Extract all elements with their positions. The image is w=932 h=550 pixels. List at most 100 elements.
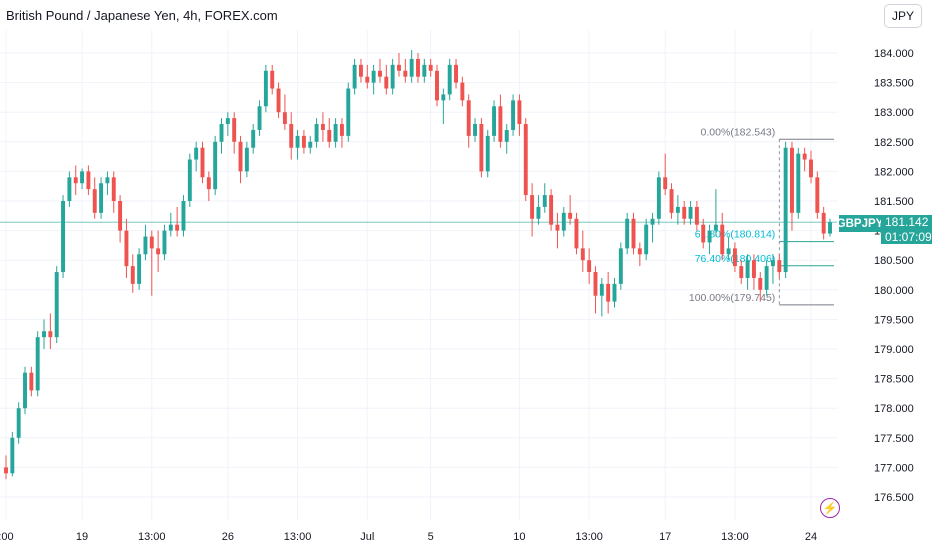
candle-body bbox=[447, 64, 452, 95]
candle-body bbox=[422, 64, 427, 77]
candle-body bbox=[61, 201, 66, 273]
x-tick-label: :00 bbox=[0, 531, 14, 543]
candle-body bbox=[435, 70, 439, 101]
price-axis[interactable]: 176.500 177.000 177.500 178.000 178.500 179.0… bbox=[874, 48, 914, 504]
fib-level-label: 61.80%(180.814) bbox=[695, 229, 776, 241]
candle-body bbox=[54, 272, 59, 338]
candle-body bbox=[726, 248, 731, 255]
candle-body bbox=[587, 260, 592, 273]
candle-body bbox=[612, 283, 617, 302]
candle-body bbox=[105, 177, 110, 184]
grid-lines bbox=[0, 30, 838, 520]
candle-body bbox=[118, 201, 123, 231]
candle-body bbox=[568, 212, 573, 219]
candle-body bbox=[764, 266, 769, 290]
candle-body bbox=[4, 467, 8, 474]
candle-body bbox=[80, 171, 85, 184]
candle-body bbox=[282, 112, 287, 125]
candle-body bbox=[720, 224, 725, 255]
y-tick-label: 182.500 bbox=[874, 137, 914, 149]
candle-body bbox=[479, 124, 484, 172]
candle-body bbox=[124, 230, 129, 267]
candle-body bbox=[143, 236, 148, 255]
bar-countdown-label: 01:07:09 bbox=[881, 229, 932, 244]
candle-body bbox=[339, 124, 344, 136]
candle-body bbox=[485, 135, 490, 172]
x-tick-label: 10 bbox=[513, 531, 525, 543]
candle-body bbox=[694, 206, 699, 225]
candle-body bbox=[492, 106, 497, 136]
candle-body bbox=[809, 159, 813, 178]
candle-body bbox=[168, 224, 173, 231]
candle-body bbox=[732, 248, 737, 267]
candle-body bbox=[561, 212, 566, 231]
symbol-label: GBPJPY bbox=[837, 215, 883, 232]
candle-body bbox=[149, 236, 154, 249]
candle-body bbox=[270, 70, 275, 89]
currency-button[interactable]: JPY bbox=[884, 4, 922, 28]
candle-body bbox=[73, 177, 78, 184]
x-tick-label: 13:00 bbox=[138, 531, 166, 543]
candle-body bbox=[200, 147, 205, 178]
candle-body bbox=[536, 206, 541, 219]
x-tick-label: 13:00 bbox=[575, 531, 603, 543]
candle-body bbox=[358, 64, 363, 77]
y-tick-label: 178.000 bbox=[874, 403, 914, 415]
candle-body bbox=[276, 88, 281, 113]
candle-body bbox=[466, 100, 471, 136]
candle-body bbox=[301, 135, 306, 148]
fib-level-label: 0.00%(182.543) bbox=[701, 126, 776, 138]
y-tick-label: 183.000 bbox=[874, 107, 914, 119]
candle-body bbox=[29, 372, 34, 391]
candle-body bbox=[238, 141, 243, 172]
y-tick-label: 184.000 bbox=[874, 48, 914, 60]
candles bbox=[4, 50, 832, 480]
lightning-icon[interactable]: ⚡ bbox=[820, 498, 840, 518]
x-tick-label: 26 bbox=[222, 531, 234, 543]
candle-body bbox=[390, 64, 395, 89]
candle-body bbox=[713, 224, 718, 231]
y-tick-label: 177.500 bbox=[874, 433, 914, 445]
y-tick-label: 180.500 bbox=[874, 255, 914, 267]
candle-body bbox=[213, 141, 218, 190]
candle-body bbox=[397, 64, 401, 71]
candle-body bbox=[137, 254, 142, 284]
candle-body bbox=[441, 94, 446, 101]
candle-body bbox=[295, 135, 300, 148]
candle-body bbox=[263, 70, 268, 107]
candle-body bbox=[637, 248, 642, 255]
candle-body bbox=[23, 372, 27, 409]
candle-body bbox=[454, 64, 458, 83]
candle-body bbox=[707, 230, 712, 243]
candle-body bbox=[194, 147, 199, 160]
y-tick-label: 177.000 bbox=[874, 462, 914, 474]
candle-body bbox=[409, 58, 414, 77]
candle-body bbox=[669, 189, 674, 213]
candle-body bbox=[257, 106, 262, 130]
y-tick-label: 181.500 bbox=[874, 196, 914, 208]
candle-body bbox=[542, 195, 547, 207]
candle-body bbox=[244, 147, 249, 172]
last-price-label: 181.142 bbox=[881, 215, 932, 229]
x-tick-label: 13:00 bbox=[284, 531, 312, 543]
time-axis[interactable]: :00 19 13:00 26 13:00 Jul 5 10 13:00 17 13:00 24 bbox=[0, 531, 817, 543]
candle-body bbox=[35, 337, 40, 391]
candle-body bbox=[320, 124, 325, 130]
candle-body bbox=[821, 212, 826, 234]
candle-body bbox=[130, 266, 135, 284]
candle-body bbox=[796, 153, 801, 213]
candle-body bbox=[745, 260, 750, 278]
candle-body bbox=[770, 260, 775, 267]
candle-body bbox=[346, 88, 351, 136]
y-tick-label: 179.500 bbox=[874, 314, 914, 326]
candle-body bbox=[777, 260, 782, 273]
candle-body bbox=[473, 124, 478, 136]
candle-body bbox=[187, 159, 192, 201]
y-tick-label: 182.000 bbox=[874, 166, 914, 178]
candle-body bbox=[232, 118, 237, 142]
candle-body bbox=[783, 147, 788, 273]
x-tick-label: 5 bbox=[428, 531, 434, 543]
candle-body bbox=[428, 64, 433, 71]
candle-body bbox=[644, 224, 649, 255]
